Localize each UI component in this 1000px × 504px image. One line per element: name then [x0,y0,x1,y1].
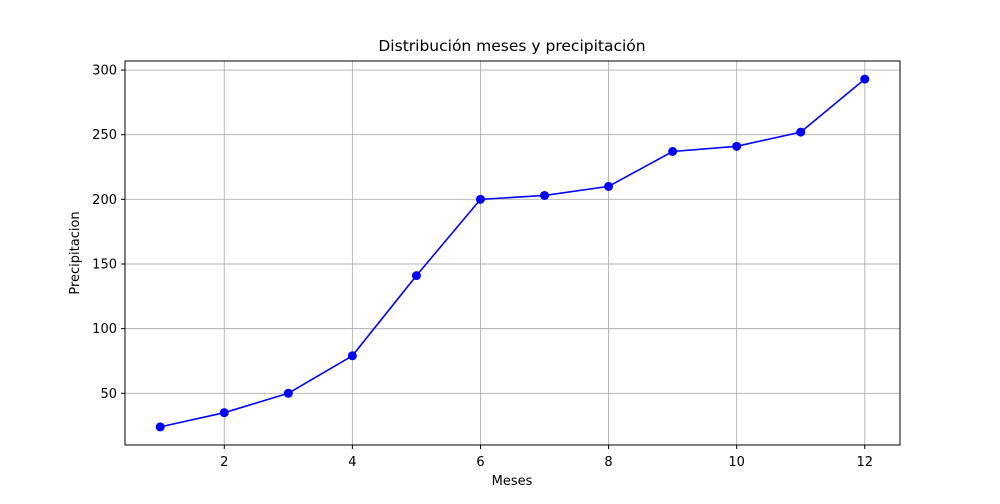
axes [124,60,901,446]
data-point [604,181,614,191]
x-tick-label: 6 [476,455,484,470]
chart-title: Distribución meses y precipitación [378,37,645,55]
y-tick-label: 250 [92,128,117,143]
data-point [732,141,742,151]
y-tick-label: 50 [100,387,117,402]
plot-frame [124,60,901,446]
y-tick-label: 300 [92,64,117,79]
data-point [219,408,229,418]
x-tick-label: 10 [728,455,745,470]
grid-lines [125,61,900,445]
y-axis-label: Precipitacion [68,211,83,294]
data-point [796,127,806,137]
series-line [160,78,866,428]
data-point [283,388,293,398]
x-axis-label: Meses [492,474,533,489]
data-point [668,147,678,157]
data-point [347,351,357,361]
x-tick-label: 8 [604,455,612,470]
data-point [860,74,870,84]
y-tick-label: 200 [92,193,117,208]
data-point [540,190,550,200]
data-point [155,422,165,432]
y-tick-label: 150 [92,257,117,272]
x-tick-label: 4 [348,455,356,470]
x-tick-label: 2 [220,455,228,470]
y-axis-ticks: 50 100 150 200 250 300 [92,64,125,402]
x-axis-ticks: 2 4 6 8 10 12 [220,445,873,470]
series-layer [155,74,870,432]
data-point [475,194,485,204]
x-tick-label: 12 [856,455,873,470]
data-point [411,271,421,281]
y-tick-label: 100 [92,322,117,337]
